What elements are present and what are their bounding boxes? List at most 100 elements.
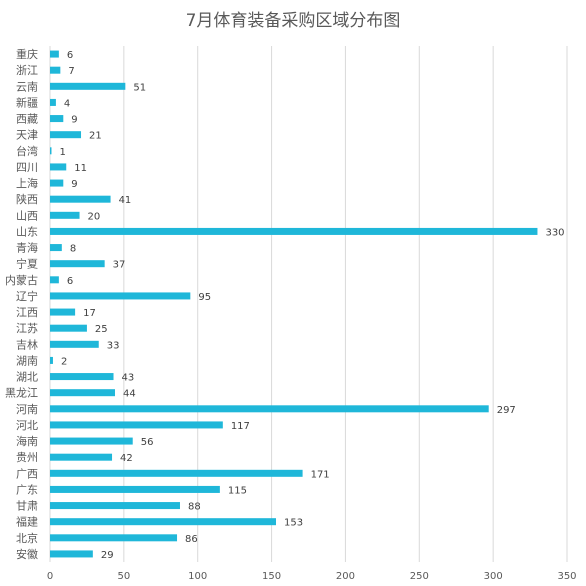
category-label: 山西: [16, 209, 38, 222]
data-label: 6: [67, 50, 73, 61]
category-label: 广东: [16, 483, 38, 496]
category-label: 黑龙江: [5, 387, 38, 400]
category-label: 新疆: [16, 95, 38, 109]
x-tick-label: 0: [47, 571, 53, 582]
data-label: 2: [61, 356, 67, 367]
category-label: 宁夏: [16, 257, 38, 271]
bar: [50, 502, 180, 510]
bar: [50, 292, 191, 300]
data-label: 11: [74, 163, 87, 174]
category-label: 陕西: [16, 192, 38, 206]
category-label: 安徽: [16, 547, 38, 561]
data-label: 86: [185, 534, 198, 545]
category-label: 内蒙古: [5, 273, 38, 287]
category-label: 青海: [16, 241, 38, 255]
data-label: 4: [64, 98, 70, 109]
category-label: 云南: [16, 80, 38, 93]
category-label: 北京: [16, 531, 38, 545]
category-labels: 重庆浙江云南新疆西藏天津台湾四川上海陕西山西山东青海宁夏内蒙古辽宁江西江苏吉林湖…: [5, 47, 38, 561]
category-label: 贵州: [16, 451, 38, 464]
data-label: 56: [141, 437, 154, 448]
bar: [50, 98, 56, 106]
bar: [50, 147, 52, 155]
bar: [50, 227, 538, 235]
bar: [50, 534, 178, 542]
bar: [50, 340, 99, 348]
data-label: 153: [284, 518, 303, 529]
bar: [50, 195, 111, 203]
data-label: 20: [88, 211, 101, 222]
data-label: 88: [188, 502, 201, 513]
bar: [50, 324, 87, 332]
bar: [50, 276, 59, 284]
bar: [50, 163, 67, 171]
data-label: 1: [59, 147, 65, 158]
category-label: 广西: [16, 467, 38, 480]
data-label: 171: [311, 469, 330, 480]
category-label: 山东: [16, 225, 38, 238]
data-label: 9: [71, 179, 77, 190]
category-label: 江苏: [16, 322, 38, 335]
data-label: 117: [231, 421, 250, 432]
x-tick-label: 250: [410, 571, 429, 582]
bar: [50, 66, 61, 74]
category-label: 吉林: [16, 337, 38, 351]
bar: [50, 115, 64, 123]
data-label: 43: [122, 373, 135, 384]
category-label: 重庆: [16, 47, 38, 61]
bar: [50, 453, 113, 461]
category-label: 湖南: [16, 354, 38, 367]
bar: [50, 437, 133, 445]
bar: [50, 179, 64, 187]
category-label: 河北: [16, 419, 38, 432]
data-label: 42: [120, 453, 133, 464]
x-tick-label: 300: [484, 571, 503, 582]
bar: [50, 131, 82, 139]
data-label: 41: [119, 195, 132, 206]
data-label: 6: [67, 276, 73, 287]
bar: [50, 550, 93, 558]
x-tick-label: 200: [336, 571, 355, 582]
data-label: 8: [70, 244, 76, 255]
data-label: 51: [133, 82, 146, 93]
category-label: 浙江: [16, 64, 38, 77]
chart-title: 7月体育装备采购区域分布图: [185, 11, 401, 31]
category-label: 上海: [16, 176, 38, 190]
bar: [50, 373, 114, 381]
bar: [50, 485, 220, 493]
bar: [50, 260, 105, 268]
bar: [50, 244, 62, 252]
data-label: 115: [228, 485, 247, 496]
data-label: 17: [83, 308, 96, 319]
data-label: 21: [89, 131, 102, 142]
bars: [50, 50, 538, 558]
category-label: 海南: [16, 434, 38, 448]
category-label: 河南: [16, 403, 38, 416]
category-label: 辽宁: [16, 289, 38, 303]
category-label: 四川: [16, 161, 38, 174]
data-label: 330: [545, 227, 564, 238]
bar: [50, 356, 53, 364]
bar: [50, 50, 59, 58]
bar: [50, 308, 76, 316]
category-label: 西藏: [16, 113, 38, 126]
bar: [50, 389, 115, 397]
category-label: 甘肃: [16, 500, 38, 513]
grid-lines: [49, 46, 568, 562]
x-tick-label: 100: [188, 571, 207, 582]
bar: [50, 518, 277, 526]
data-label: 9: [71, 115, 77, 126]
category-label: 天津: [16, 129, 38, 142]
data-label: 7: [68, 66, 74, 77]
bar: [50, 421, 223, 429]
data-label: 37: [113, 260, 126, 271]
x-tick-label: 150: [262, 571, 281, 582]
category-label: 福建: [16, 515, 38, 529]
bar: [50, 211, 80, 219]
x-tick-label: 50: [117, 571, 130, 582]
category-label: 江西: [16, 306, 38, 319]
bar: [50, 405, 489, 413]
x-axis-ticks: 0 50 100 150 200 250 300 350: [47, 571, 577, 582]
